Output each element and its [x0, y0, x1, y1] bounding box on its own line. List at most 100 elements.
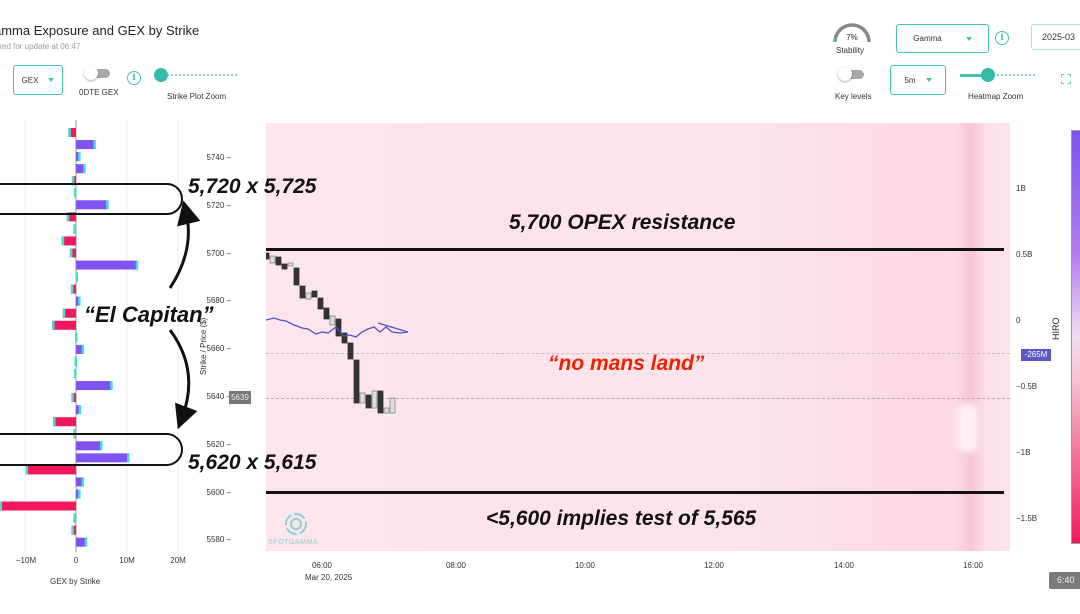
page-title: amma Exposure and GEX by Strike: [0, 23, 200, 38]
gex-bar: [76, 164, 86, 174]
interval-select-value: 5m: [904, 75, 916, 85]
candle: [269, 255, 276, 264]
interval-select[interactable]: 5m: [890, 65, 946, 95]
price-ytick: 5680 –: [206, 296, 231, 306]
support-line: [266, 491, 1004, 494]
candle: [317, 297, 324, 310]
gex-bar: [53, 417, 76, 427]
candle: [266, 252, 270, 260]
stability-label: Stability: [836, 46, 865, 55]
candle: [377, 390, 384, 414]
hiro-tick: 0.5B: [1016, 250, 1033, 259]
gex-bar: [52, 320, 76, 330]
price-current-line: [266, 398, 1010, 399]
annotation-upper-strikes: 5,720 x 5,725: [188, 175, 317, 198]
gex-xtick: 10M: [119, 556, 135, 565]
heatmap-zoom-slider[interactable]: [960, 68, 1035, 82]
fullscreen-icon[interactable]: [1061, 74, 1071, 84]
current-price-tag: 5639: [229, 391, 251, 404]
stability-value: 7%: [846, 33, 858, 42]
hiro-tick: 1B: [1016, 184, 1026, 193]
chevron-down-icon: [925, 78, 932, 82]
slider-thumb[interactable]: [154, 68, 168, 82]
gex-xtick: −10M: [15, 556, 37, 565]
time-xtick: 16:00: [962, 561, 984, 570]
annotation-no-mans-land: “no mans land”: [548, 352, 705, 375]
candle: [383, 407, 390, 414]
gex-bar: [68, 128, 76, 137]
gex-bar: [76, 489, 81, 499]
candle: [305, 292, 312, 300]
candle: [371, 390, 378, 409]
candle: [323, 307, 330, 320]
color-scale-legend: [1071, 130, 1080, 544]
candlestick-series: [266, 252, 409, 414]
gex-xtick: 0: [73, 556, 79, 565]
price-ytick: 5640 –: [206, 392, 231, 401]
strike-plot-zoom-slider[interactable]: [154, 68, 237, 82]
metric-select[interactable]: GEX: [13, 65, 63, 95]
strike-plot-zoom-label: Strike Plot Zoom: [167, 92, 227, 101]
gex-bar: [76, 453, 130, 463]
chevron-down-icon: [965, 36, 972, 41]
candle: [353, 359, 360, 404]
gex-bar: [76, 200, 109, 210]
arrows-icon: [168, 200, 200, 430]
gex-bar: [66, 212, 76, 222]
gex-bar: [76, 260, 138, 270]
heatmap-zoom-label: Heatmap Zoom: [968, 92, 1024, 101]
crosshair-time-tag: 6:40: [1049, 572, 1080, 589]
price-ytick: 5600 –: [206, 487, 231, 497]
hiro-tick: −1.5B: [1016, 514, 1038, 523]
time-xtick: 06:00: [311, 561, 333, 570]
hiro-tick: 0: [1016, 316, 1021, 325]
hiro-current-line: [266, 353, 1010, 354]
gex-bar: [76, 405, 81, 415]
time-xtick: 14:00: [833, 561, 855, 570]
candle: [287, 262, 294, 267]
price-ytick: 5740 –: [206, 153, 231, 162]
candle: [365, 394, 372, 409]
info-icon[interactable]: i: [127, 71, 141, 85]
chevron-down-icon: [48, 78, 55, 82]
gex-axis-label: GEX by Strike: [50, 577, 101, 586]
key-levels-toggle[interactable]: [838, 67, 866, 81]
candle: [389, 397, 396, 414]
price-ytick: 5580 –: [206, 535, 231, 545]
price-heatmap[interactable]: [266, 123, 1010, 551]
odte-gex-toggle[interactable]: [84, 66, 112, 80]
slider-thumb[interactable]: [981, 68, 995, 82]
last-updated-text: ked for update at 06:47: [0, 42, 81, 51]
candle: [329, 315, 336, 326]
hiro-line: [266, 317, 409, 338]
gex-bar: [70, 284, 76, 294]
time-xtick: 08:00: [445, 561, 467, 570]
gex-bar: [76, 296, 81, 306]
gex-bar: [76, 381, 113, 391]
metric-select-value: GEX: [21, 75, 39, 85]
key-levels-label: Key levels: [835, 92, 872, 101]
candle: [281, 263, 288, 270]
price-ytick: 5660 –: [206, 344, 231, 354]
date-label: Mar 20, 2025: [305, 573, 353, 582]
gex-bar: [76, 344, 84, 354]
date-value: 2025-03: [1042, 32, 1076, 42]
gex-xtick: 20M: [170, 556, 186, 565]
time-xtick: 12:00: [703, 561, 725, 570]
gex-bar: [61, 236, 76, 246]
date-input[interactable]: 2025-03: [1031, 24, 1080, 50]
gex-bar: [76, 537, 87, 547]
greek-select[interactable]: Gamma: [896, 24, 989, 53]
gex-bar: [76, 477, 84, 487]
price-ytick: 5700 –: [206, 248, 231, 258]
hiro-tick: −1B: [1016, 448, 1031, 457]
annotation-opex-resistance: 5,700 OPEX resistance: [509, 211, 736, 234]
hiro-current-tag: -265M: [1021, 349, 1051, 361]
greek-select-value: Gamma: [913, 34, 942, 43]
gex-bar: [62, 308, 76, 318]
candle: [275, 256, 282, 266]
info-icon[interactable]: i: [995, 31, 1009, 45]
gex-bar: [76, 152, 81, 162]
candle: [311, 290, 318, 298]
